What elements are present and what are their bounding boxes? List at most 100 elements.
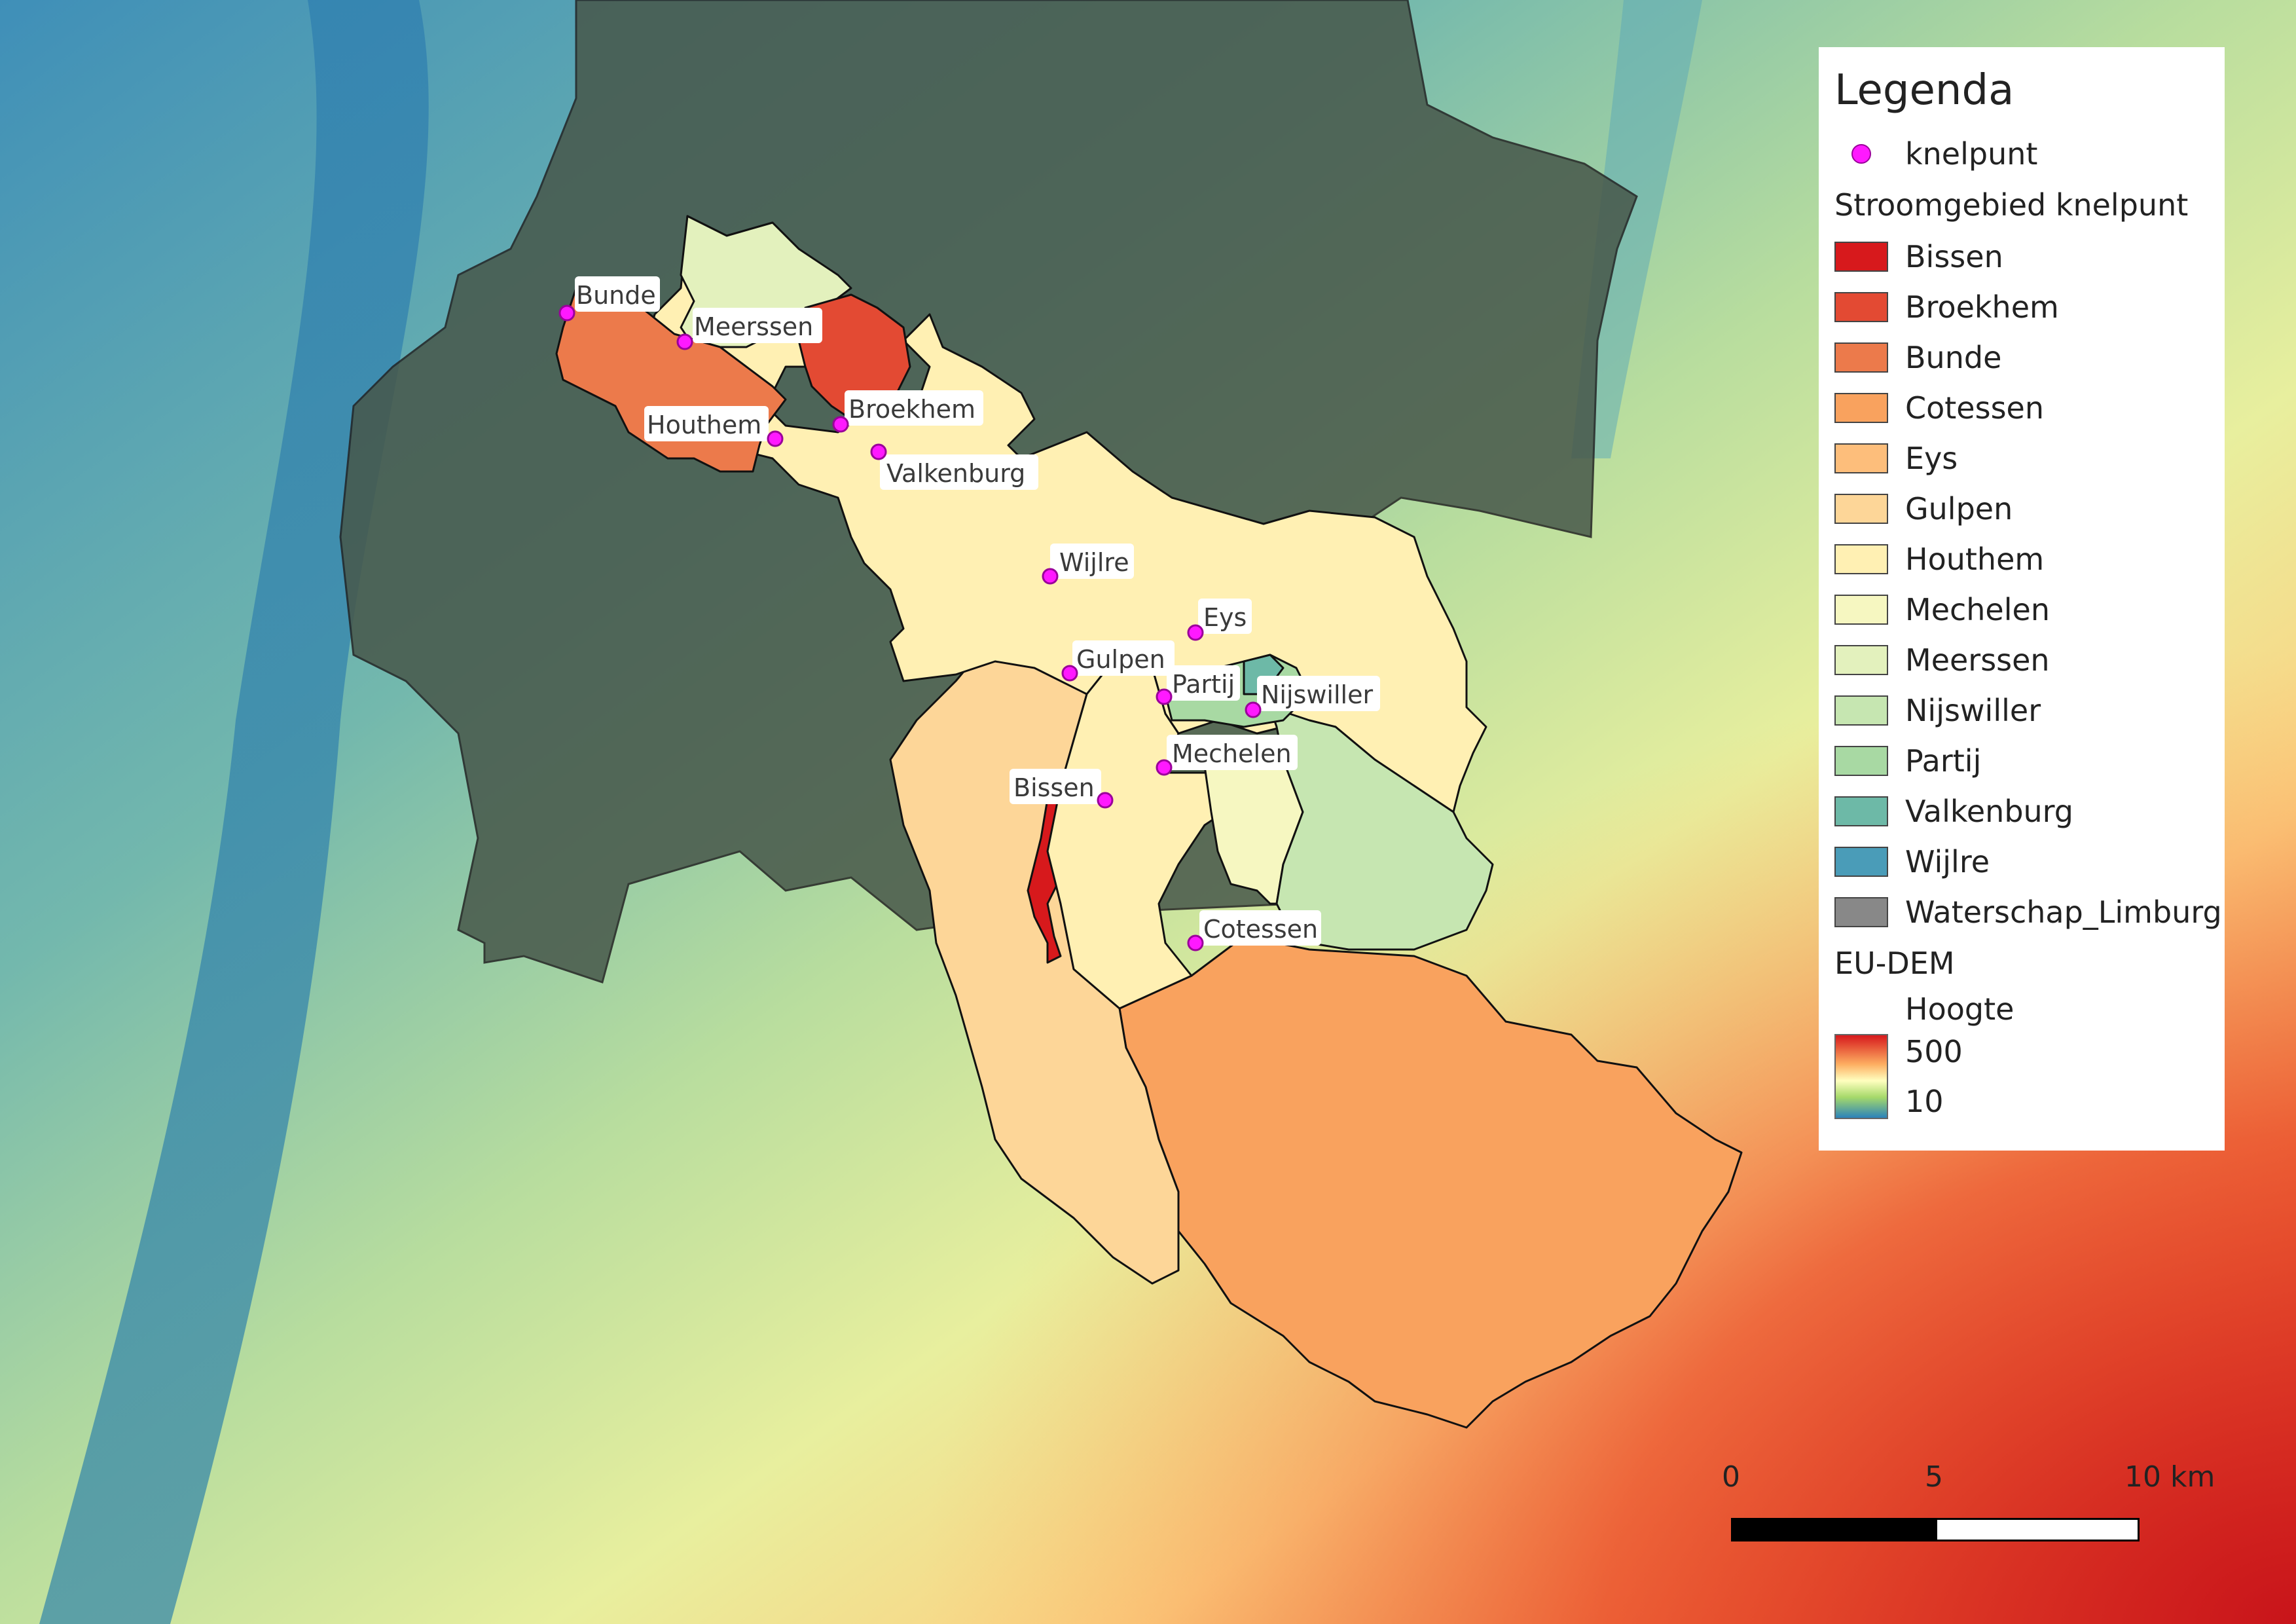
river-valley-east (1571, 0, 1702, 458)
point-wijlre[interactable] (1042, 568, 1059, 585)
point-houthem[interactable] (767, 430, 784, 447)
legend-label: Bissen (1905, 238, 2003, 274)
svg-text:Wijlre: Wijlre (1059, 548, 1129, 577)
legend-swatch (1834, 493, 1888, 524)
point-eys[interactable] (1187, 624, 1204, 641)
point-meerssen[interactable] (676, 333, 693, 350)
scale-segment-white (1935, 1518, 2140, 1541)
point-bissen[interactable] (1097, 792, 1114, 809)
legend-item-nijswiller: Nijswiller (1834, 685, 2209, 735)
catchments (555, 215, 1743, 1429)
ramp-min-label: 10 (1905, 1084, 1944, 1119)
legend-swatch (1834, 695, 1888, 726)
point-cotessen[interactable] (1187, 934, 1204, 951)
legend-item-valkenburg: Valkenburg (1834, 786, 2209, 836)
legend-swatch (1834, 342, 1888, 373)
color-ramp (1834, 1034, 1888, 1119)
label-gulpen: Gulpen (1072, 640, 1175, 676)
legend-label: Partij (1905, 743, 1982, 779)
label-bissen: Bissen (1010, 769, 1101, 804)
legend-label: Broekhem (1905, 289, 2059, 325)
legend-label: Meerssen (1905, 642, 2050, 678)
legend-item-bissen: Bissen (1834, 231, 2209, 282)
label-wijlre: Wijlre (1050, 544, 1134, 579)
legend-label: Bunde (1905, 339, 2002, 375)
svg-text:Meerssen: Meerssen (694, 312, 813, 341)
legend-dem-subtitle: Hoogte (1905, 991, 2014, 1027)
scale-label-0: 0 (1722, 1460, 1740, 1494)
legend-label: Wijlre (1905, 843, 1990, 879)
legend-swatch (1834, 796, 1888, 826)
label-valkenburg: Valkenburg (880, 454, 1038, 490)
legend-swatch (1834, 392, 1888, 423)
svg-text:Partij: Partij (1172, 670, 1235, 699)
legend-label: Mechelen (1905, 591, 2050, 627)
legend-swatch (1834, 594, 1888, 625)
svg-text:Cotessen: Cotessen (1203, 915, 1318, 944)
legend-catchment-list: Bissen Broekhem Bunde Cotessen Eys Gulpen Hout… (1834, 231, 2222, 937)
catchment-cotessen (1118, 935, 1743, 1429)
legend-label: Gulpen (1905, 490, 2013, 526)
label-broekhem: Broekhem (845, 390, 983, 426)
legend-item-wijlre: Wijlre (1834, 836, 2209, 887)
scale-label-5: 5 (1925, 1460, 1943, 1494)
svg-text:Bunde: Bunde (576, 281, 656, 310)
legend-label: Cotessen (1905, 390, 2044, 426)
catchment-nijswiller (1269, 706, 1494, 951)
point-symbol-icon (1834, 139, 1888, 169)
label-mechelen: Mechelen (1167, 735, 1298, 770)
scale-bar: 0 5 10 km (1722, 1460, 2232, 1552)
svg-text:Broekhem: Broekhem (848, 395, 975, 424)
scale-segment-black (1731, 1518, 1935, 1541)
label-meerssen: Meerssen (693, 308, 822, 343)
legend-swatch (1834, 896, 1888, 927)
label-partij: Partij (1167, 665, 1240, 701)
legend-label: Eys (1905, 440, 1958, 476)
legend-group-catchments: Stroomgebied knelpunt (1834, 187, 2189, 223)
point-labels: Bunde Meerssen Broekhem Houthem Valkenbu… (575, 276, 1380, 946)
svg-text:Eys: Eys (1203, 603, 1247, 632)
point-valkenburg[interactable] (870, 443, 887, 460)
ramp-max-label: 500 (1905, 1034, 1963, 1069)
legend-dem-ramp: 500 10 (1834, 1034, 2209, 1119)
label-nijswiller: Nijswiller (1257, 676, 1380, 711)
legend-group-dem: EU-DEM (1834, 946, 1955, 981)
label-houthem: Houthem (644, 406, 769, 441)
legend-item-knelpunt: knelpunt (1834, 128, 2209, 179)
legend-item-bunde: Bunde (1834, 332, 2209, 382)
label-eys: Eys (1198, 599, 1252, 634)
point-partij[interactable] (1156, 688, 1173, 705)
legend-label: Waterschap_Limburg (1905, 894, 2222, 930)
legend-title: Legenda (1834, 66, 2014, 115)
river-valley (39, 0, 429, 1624)
knelpunt-points (558, 304, 1262, 951)
svg-text:Gulpen: Gulpen (1076, 645, 1165, 674)
point-mechelen[interactable] (1156, 759, 1173, 776)
catchment-houthem-south (1046, 660, 1245, 1010)
legend-swatch (1834, 291, 1888, 322)
point-broekhem[interactable] (832, 416, 849, 433)
svg-text:Mechelen: Mechelen (1172, 739, 1292, 768)
label-cotessen: Cotessen (1199, 910, 1321, 946)
legend-swatch (1834, 544, 1888, 574)
legend-swatch (1834, 846, 1888, 877)
map-legend: Legenda knelpunt Stroomgebied knelpunt B… (1819, 47, 2225, 1151)
legend-swatch (1834, 644, 1888, 675)
point-gulpen[interactable] (1061, 665, 1078, 682)
legend-item-houthem: Houthem (1834, 534, 2209, 584)
legend-label: Nijswiller (1905, 692, 2041, 728)
legend-item-meerssen: Meerssen (1834, 635, 2209, 685)
legend-swatch (1834, 241, 1888, 272)
legend-item-broekhem: Broekhem (1834, 282, 2209, 332)
legend-item-cotessen: Cotessen (1834, 382, 2209, 433)
svg-text:Houthem: Houthem (647, 411, 761, 439)
label-bunde: Bunde (575, 276, 660, 312)
legend-item-partij: Partij (1834, 735, 2209, 786)
svg-text:Bissen: Bissen (1013, 773, 1095, 802)
point-bunde[interactable] (558, 304, 575, 322)
scale-label-10: 10 km (2124, 1460, 2215, 1494)
legend-label: Valkenburg (1905, 793, 2073, 829)
point-nijswiller[interactable] (1245, 701, 1262, 718)
legend-item-mechelen: Mechelen (1834, 584, 2209, 635)
svg-text:Valkenburg: Valkenburg (886, 459, 1025, 488)
